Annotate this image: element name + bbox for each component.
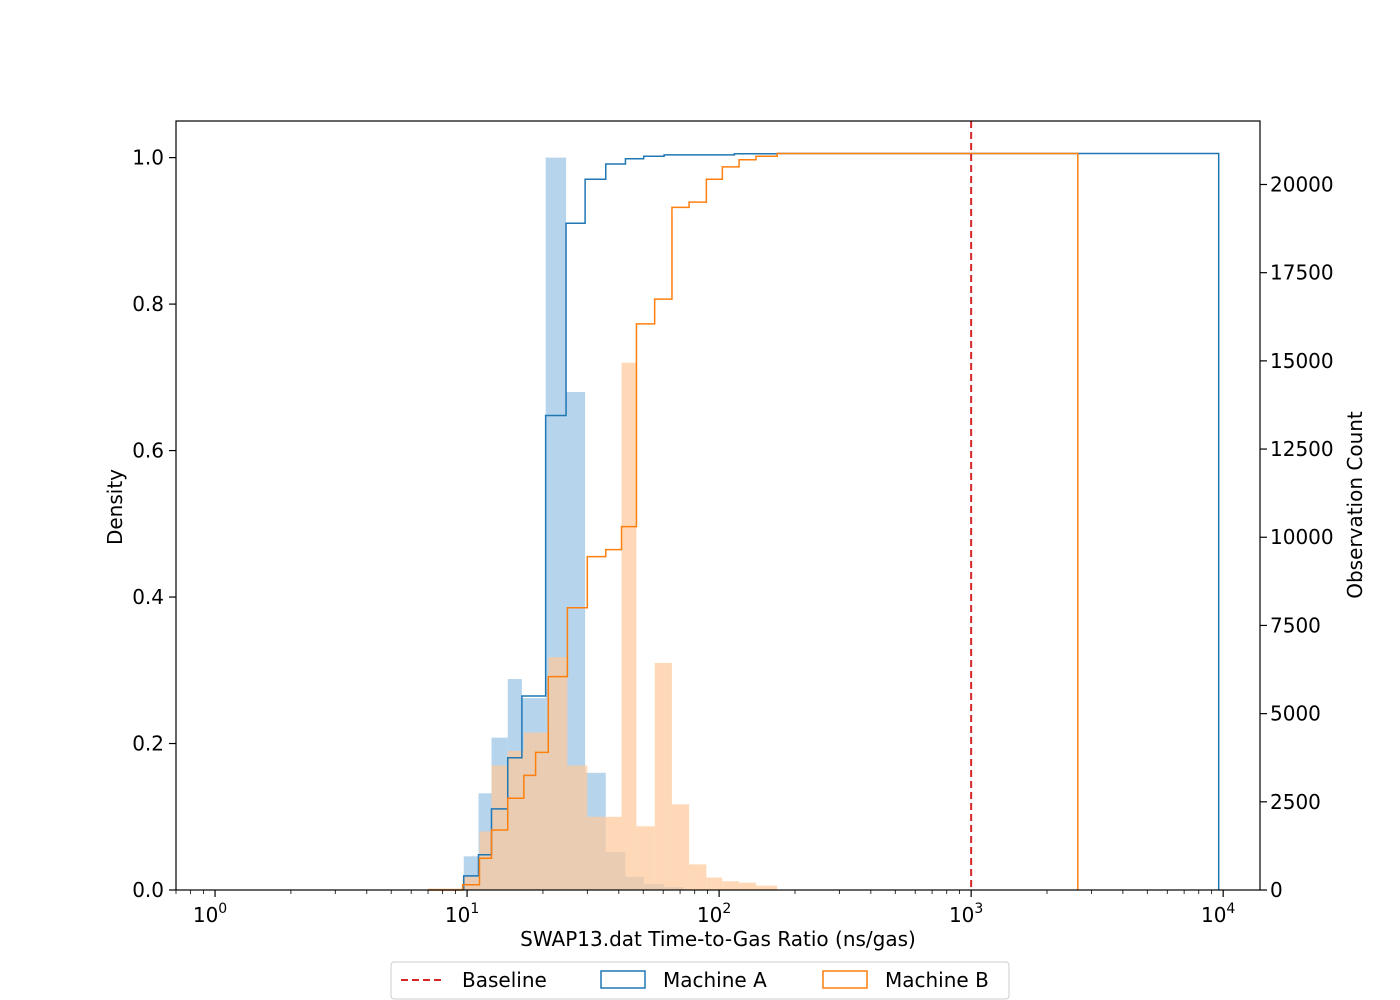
machine-b-density-bar-6: [535, 732, 549, 890]
right-y-axis-label: Observation Count: [1343, 411, 1367, 599]
y-right-tick-label-0: 0: [1270, 878, 1283, 902]
machine-b-density-bar-1: [462, 876, 480, 890]
x-axis-label: SWAP13.dat Time-to-Gas Ratio (ns/gas): [520, 927, 916, 951]
y-left-tick-label-0: 0.0: [132, 878, 164, 902]
machine-b-cumulative-step: [428, 152, 1079, 891]
legend-machine-b-swatch: [822, 970, 868, 989]
x-tick-label-3: 103: [949, 901, 983, 927]
y-left-tick-label-4: 0.8: [132, 292, 164, 316]
x-tick-label-2: 102: [697, 901, 731, 927]
machine-b-density-bar-4: [507, 750, 524, 890]
legend: Baseline Machine A Machine B: [390, 961, 1010, 1000]
machine-b-density-bar-7: [548, 657, 568, 890]
left-y-axis-label: Density: [103, 469, 127, 545]
machine-b-density-bar-17: [722, 881, 740, 890]
machine-b-density-bar-13: [654, 662, 672, 890]
density-histogram-layer: [428, 157, 778, 890]
x-tick-label-1: 101: [445, 901, 479, 927]
legend-machine-a-swatch: [600, 970, 646, 989]
y-right-tick-label-3: 7500: [1270, 613, 1321, 637]
cumulative-step-layer: [428, 152, 1220, 891]
legend-machine-b-label: Machine B: [885, 968, 989, 992]
y-right-tick-label-8: 20000: [1270, 172, 1334, 196]
y-left-tick-label-5: 1.0: [132, 146, 164, 170]
machine-b-density-bar-11: [621, 362, 637, 890]
y-right-tick-label-1: 2500: [1270, 790, 1321, 814]
x-tick-label-4: 104: [1201, 901, 1235, 927]
machine-a-cumulative-step: [462, 152, 1220, 890]
y-left-tick-label-1: 0.2: [132, 732, 164, 756]
axes-layer: 100 101 102 103 104 0.0 0.2 0.4 0.6 0.8 1.0 0 2500 50…: [132, 146, 1333, 927]
machine-b-density-bar-12: [636, 826, 655, 890]
legend-machine-a-label: Machine A: [663, 968, 767, 992]
y-right-tick-label-6: 15000: [1270, 349, 1334, 373]
legend-baseline-label: Baseline: [462, 968, 547, 992]
machine-a-density-bar-6: [566, 391, 586, 890]
plot-frame: [175, 120, 1261, 891]
y-right-tick-label-7: 17500: [1270, 261, 1334, 285]
machine-b-density-bar-16: [706, 877, 723, 890]
machine-b-density-bar-10: [605, 816, 622, 890]
machine-b-density-bar-8: [567, 765, 588, 890]
machine-b-density-bar-9: [587, 816, 606, 890]
machine-b-density-bar-18: [739, 882, 756, 890]
y-left-tick-label-3: 0.6: [132, 439, 164, 463]
machine-b-density-bar-5: [523, 732, 536, 890]
machine-b-density-bar-2: [479, 831, 492, 890]
y-right-tick-label-4: 10000: [1270, 525, 1334, 549]
y-left-tick-label-2: 0.4: [132, 585, 164, 609]
machine-b-density-bar-19: [755, 885, 778, 890]
y-right-tick-label-5: 12500: [1270, 437, 1334, 461]
machine-b-density-bar-3: [491, 765, 508, 890]
machine-b-density-bar-14: [671, 804, 690, 890]
x-tick-label-0: 100: [193, 901, 227, 927]
machine-b-density-bar-15: [689, 864, 707, 890]
y-right-tick-label-2: 5000: [1270, 702, 1321, 726]
